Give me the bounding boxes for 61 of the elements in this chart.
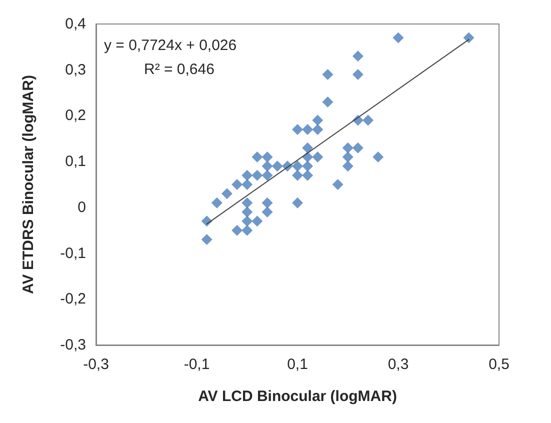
point — [201, 234, 212, 246]
y-tick-label: -0,3 — [60, 336, 86, 354]
x-tick-label: 0,3 — [388, 356, 409, 373]
point — [302, 170, 314, 181]
point — [242, 206, 253, 218]
point — [252, 216, 263, 227]
annotation: R² = 0,646 — [144, 61, 214, 78]
y-tick-label: 0,2 — [65, 107, 86, 124]
point — [302, 160, 314, 172]
point — [302, 142, 314, 154]
point — [392, 32, 404, 44]
y-tick-label: 0 — [78, 198, 86, 216]
point — [292, 170, 303, 181]
point — [463, 32, 474, 44]
point — [302, 124, 314, 135]
x-axis-title: AV LCD Binocular (logMAR) — [198, 388, 397, 405]
point — [262, 160, 273, 172]
annotation: y = 0,7724x + 0,026 — [104, 37, 237, 54]
point — [262, 206, 273, 218]
point — [211, 197, 222, 208]
point — [252, 170, 263, 181]
point — [312, 124, 324, 135]
point — [262, 197, 273, 208]
point — [292, 197, 303, 208]
point — [352, 142, 364, 154]
point — [242, 179, 253, 190]
point — [322, 96, 334, 108]
x-tick-label: 0,1 — [287, 356, 308, 373]
y-tick-label: 0,1 — [65, 153, 86, 170]
y-axis-title: AV ETDRS Binocular (logMAR) — [20, 75, 37, 294]
point — [342, 142, 354, 154]
x-tick-label: -0,3 — [83, 356, 109, 373]
point — [232, 179, 243, 190]
point — [292, 160, 303, 172]
y-tick-label: -0,1 — [60, 244, 86, 262]
x-tick-label: 0,5 — [488, 356, 510, 373]
point — [342, 151, 354, 162]
point — [372, 151, 384, 162]
point — [242, 224, 253, 236]
point — [232, 224, 243, 236]
point — [292, 124, 303, 135]
point — [352, 68, 364, 80]
point — [242, 216, 253, 227]
point — [272, 160, 283, 172]
point — [342, 160, 354, 172]
point — [262, 170, 273, 181]
point — [242, 170, 253, 181]
point — [332, 179, 344, 190]
y-tick-label: 0,4 — [65, 16, 86, 32]
point — [352, 50, 364, 62]
point — [221, 188, 232, 200]
point — [252, 151, 263, 162]
point — [242, 197, 253, 208]
y-tick-label: -0,2 — [60, 290, 86, 308]
point — [362, 114, 374, 126]
y-tick-label: 0,3 — [65, 61, 86, 78]
x-tick-label: -0,1 — [184, 356, 210, 373]
point — [262, 151, 273, 162]
point — [312, 114, 324, 126]
point — [322, 68, 334, 80]
point — [312, 151, 324, 162]
